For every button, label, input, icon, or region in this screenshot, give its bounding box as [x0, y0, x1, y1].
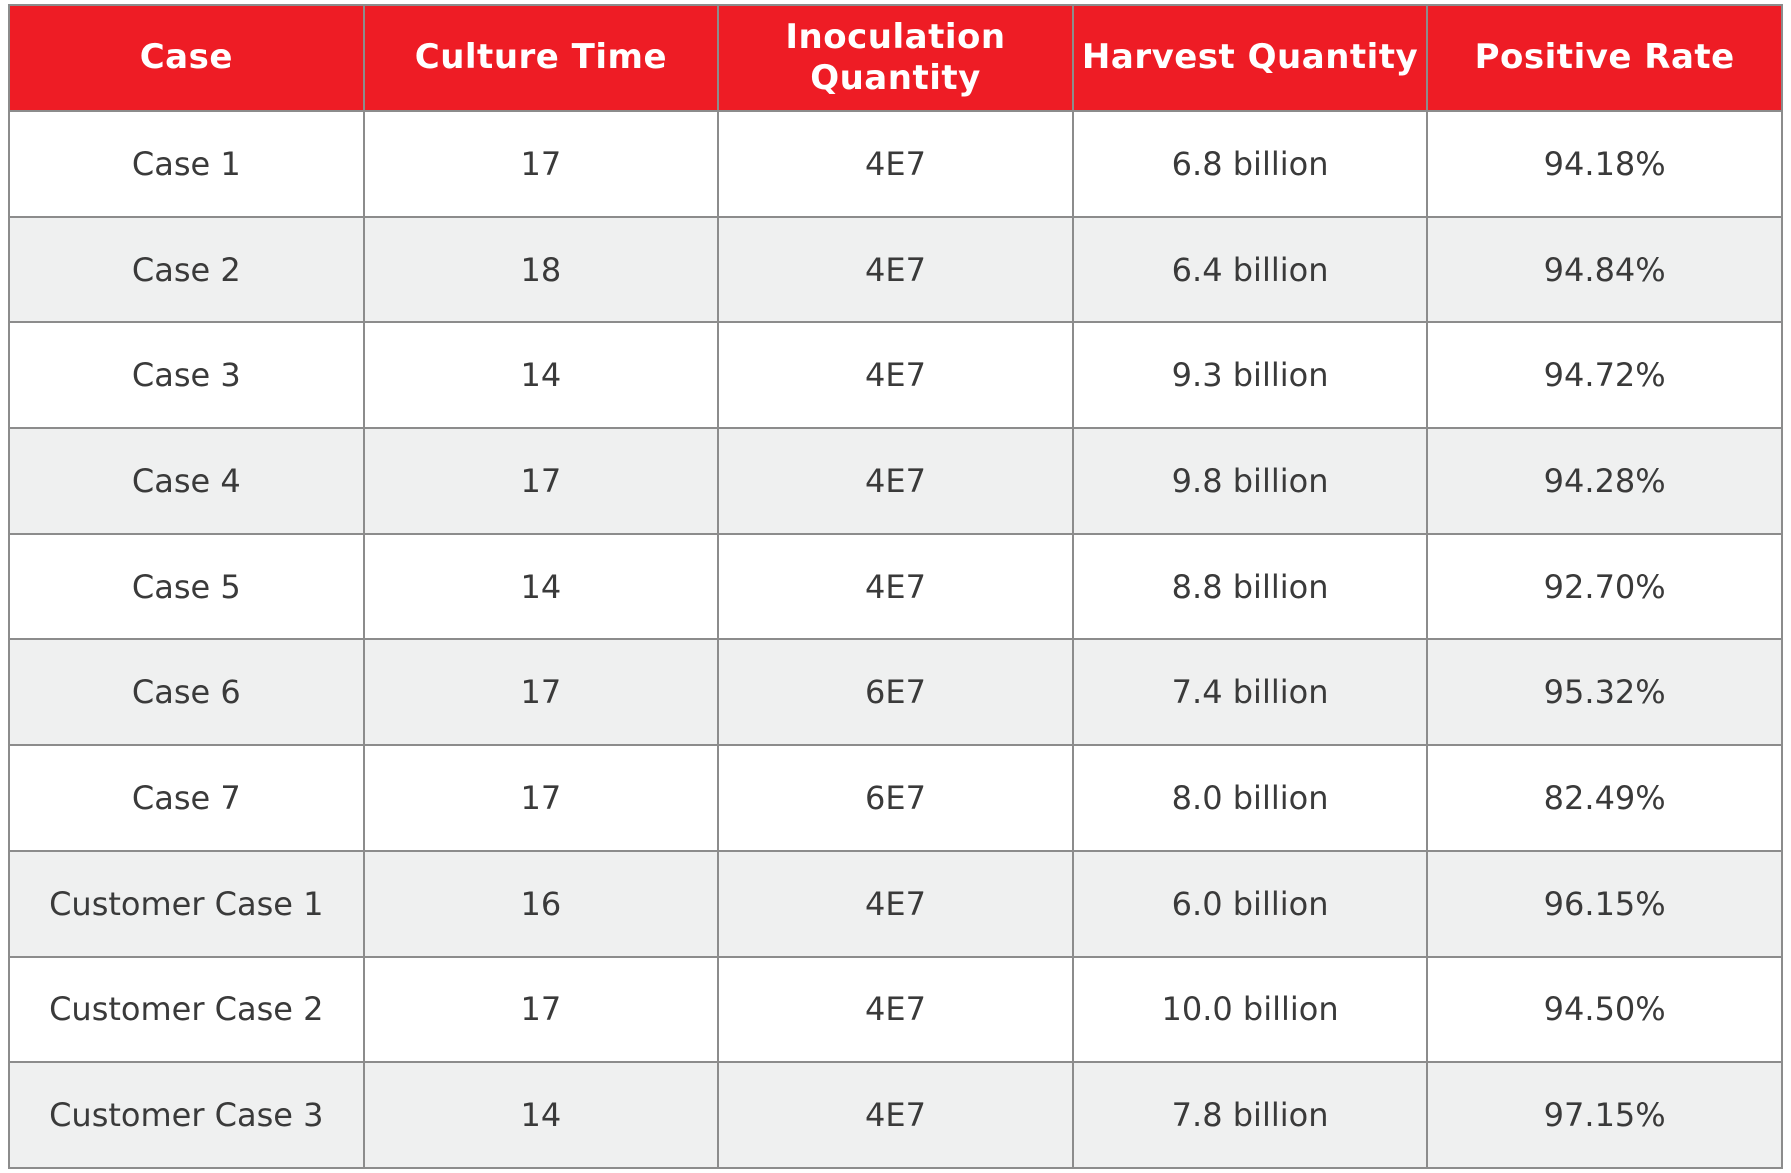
results-table: Case Culture Time Inoculation Quantity H… — [8, 4, 1783, 1169]
cell-case: Case 6 — [8, 638, 365, 747]
cell-case: Customer Case 1 — [8, 849, 365, 958]
cell-positive-rate: 97.15% — [1426, 1061, 1783, 1169]
cell-harvest-quantity: 9.3 billion — [1071, 321, 1429, 430]
cell-culture-time: 17 — [362, 955, 720, 1064]
cell-case: Case 5 — [8, 532, 365, 641]
cell-inoculation-quantity: 4E7 — [717, 849, 1074, 958]
table-row: Customer Case 2 17 4E7 10.0 billion 94.5… — [8, 955, 1783, 1064]
cell-culture-time: 14 — [362, 532, 720, 641]
cell-inoculation-quantity: 4E7 — [717, 427, 1074, 535]
cell-positive-rate: 94.28% — [1426, 427, 1783, 535]
table-row: Case 5 14 4E7 8.8 billion 92.70% — [8, 532, 1783, 641]
cell-case: Case 1 — [8, 110, 365, 218]
cell-positive-rate: 94.50% — [1426, 955, 1783, 1064]
cell-inoculation-quantity: 6E7 — [717, 638, 1074, 747]
cell-culture-time: 17 — [362, 638, 720, 747]
cell-harvest-quantity: 7.8 billion — [1071, 1061, 1429, 1169]
cell-inoculation-quantity: 4E7 — [717, 532, 1074, 641]
table-row: Customer Case 3 14 4E7 7.8 billion 97.15… — [8, 1061, 1783, 1169]
cell-culture-time: 18 — [362, 215, 720, 324]
cell-culture-time: 16 — [362, 849, 720, 958]
cell-inoculation-quantity: 4E7 — [717, 215, 1074, 324]
cell-harvest-quantity: 10.0 billion — [1071, 955, 1429, 1064]
cell-inoculation-quantity: 4E7 — [717, 1061, 1074, 1169]
cell-culture-time: 14 — [362, 321, 720, 430]
cell-harvest-quantity: 8.8 billion — [1071, 532, 1429, 641]
cell-positive-rate: 94.84% — [1426, 215, 1783, 324]
cell-case: Case 7 — [8, 744, 365, 852]
cell-harvest-quantity: 6.0 billion — [1071, 849, 1429, 958]
results-table-container: Case Culture Time Inoculation Quantity H… — [8, 4, 1783, 1169]
cell-harvest-quantity: 8.0 billion — [1071, 744, 1429, 852]
cell-inoculation-quantity: 4E7 — [717, 110, 1074, 218]
header-row: Case Culture Time Inoculation Quantity H… — [8, 4, 1783, 112]
header-harvest-quantity: Harvest Quantity — [1071, 4, 1429, 112]
cell-harvest-quantity: 7.4 billion — [1071, 638, 1429, 747]
cell-case: Case 2 — [8, 215, 365, 324]
table-body: Case 1 17 4E7 6.8 billion 94.18% Case 2 … — [8, 110, 1783, 1169]
cell-harvest-quantity: 9.8 billion — [1071, 427, 1429, 535]
cell-positive-rate: 82.49% — [1426, 744, 1783, 852]
cell-inoculation-quantity: 6E7 — [717, 744, 1074, 852]
cell-positive-rate: 92.70% — [1426, 532, 1783, 641]
cell-culture-time: 17 — [362, 744, 720, 852]
header-inoculation-quantity: Inoculation Quantity — [717, 4, 1074, 112]
cell-harvest-quantity: 6.8 billion — [1071, 110, 1429, 218]
table-row: Customer Case 1 16 4E7 6.0 billion 96.15… — [8, 849, 1783, 958]
cell-culture-time: 17 — [362, 110, 720, 218]
table-header: Case Culture Time Inoculation Quantity H… — [8, 4, 1783, 112]
cell-culture-time: 17 — [362, 427, 720, 535]
cell-case: Case 4 — [8, 427, 365, 535]
cell-inoculation-quantity: 4E7 — [717, 321, 1074, 430]
table-row: Case 3 14 4E7 9.3 billion 94.72% — [8, 321, 1783, 430]
cell-inoculation-quantity: 4E7 — [717, 955, 1074, 1064]
cell-positive-rate: 94.18% — [1426, 110, 1783, 218]
table-row: Case 6 17 6E7 7.4 billion 95.32% — [8, 638, 1783, 747]
cell-positive-rate: 95.32% — [1426, 638, 1783, 747]
header-culture-time: Culture Time — [362, 4, 720, 112]
table-row: Case 1 17 4E7 6.8 billion 94.18% — [8, 110, 1783, 218]
table-row: Case 4 17 4E7 9.8 billion 94.28% — [8, 427, 1783, 535]
cell-case: Customer Case 3 — [8, 1061, 365, 1169]
cell-positive-rate: 94.72% — [1426, 321, 1783, 430]
cell-harvest-quantity: 6.4 billion — [1071, 215, 1429, 324]
cell-culture-time: 14 — [362, 1061, 720, 1169]
cell-case: Customer Case 2 — [8, 955, 365, 1064]
table-row: Case 2 18 4E7 6.4 billion 94.84% — [8, 215, 1783, 324]
header-case: Case — [8, 4, 365, 112]
table-row: Case 7 17 6E7 8.0 billion 82.49% — [8, 744, 1783, 852]
cell-positive-rate: 96.15% — [1426, 849, 1783, 958]
cell-case: Case 3 — [8, 321, 365, 430]
header-positive-rate: Positive Rate — [1426, 4, 1783, 112]
